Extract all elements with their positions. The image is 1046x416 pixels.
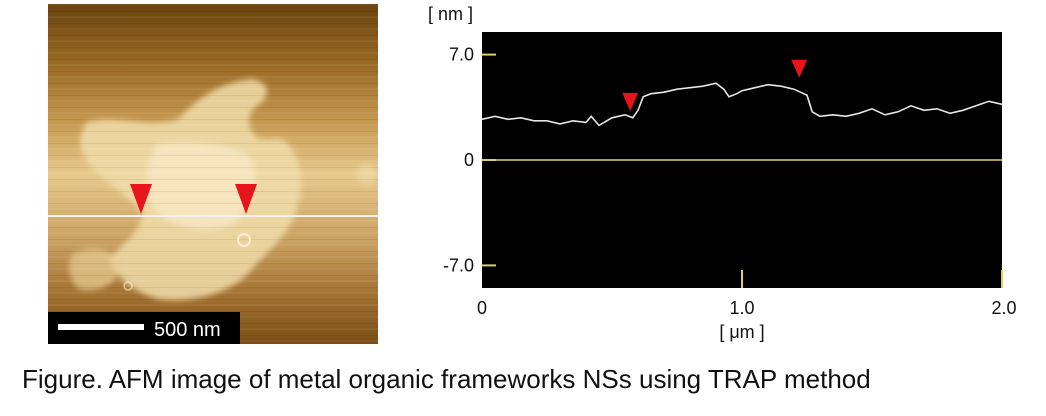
- scan-lines: [48, 4, 378, 344]
- marker-right: [235, 184, 257, 214]
- x-tick-label: 1.0: [729, 298, 754, 318]
- profile-marker-2: [791, 59, 808, 78]
- x-axis-label: [ μm ]: [719, 322, 764, 342]
- marker-left: [130, 184, 152, 214]
- tick-labels: 7.0 0 -7.0 0 1.0 2.0: [443, 45, 1017, 318]
- profile-series-line: [481, 82, 1003, 127]
- particle: [237, 233, 251, 247]
- scalebar-label: 500 nm: [154, 319, 221, 341]
- profile-chart: [ nm ] 7.0 0 -7.0 0 1.0 2.0 [ μm ]: [428, 4, 1017, 342]
- x-tick-label: 0: [477, 298, 487, 318]
- y-tick-label: -7.0: [443, 255, 474, 275]
- afm-image: 500 nm: [48, 4, 378, 344]
- y-tick-label: 0: [464, 150, 474, 170]
- profile-marker-1: [622, 92, 639, 111]
- axis-lines: [482, 53, 1003, 288]
- scalebar: [58, 324, 144, 330]
- figure-caption: Figure. AFM image of metal organic frame…: [22, 364, 871, 394]
- y-axis-label: [ nm ]: [428, 4, 473, 24]
- particle: [123, 281, 133, 291]
- x-tick-label: 2.0: [991, 298, 1016, 318]
- profile-markers: [622, 59, 808, 111]
- y-tick-label: 7.0: [449, 45, 474, 65]
